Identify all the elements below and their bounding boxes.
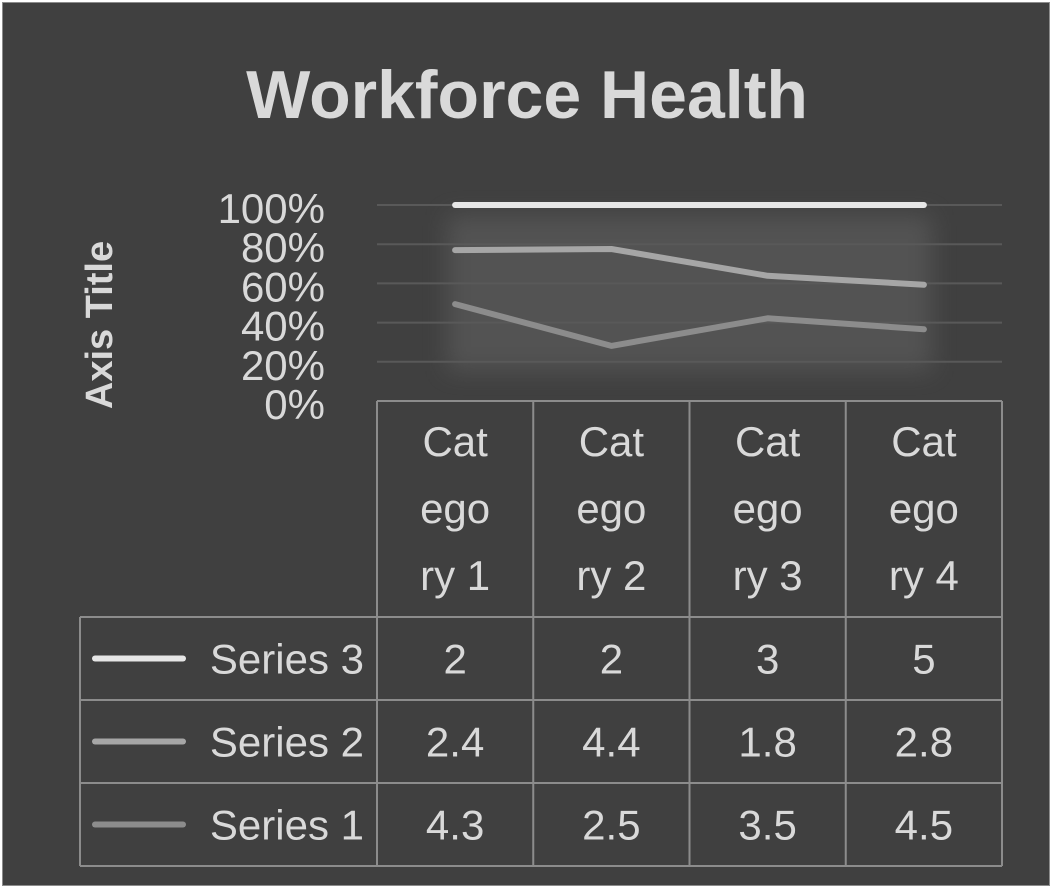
chart-text: Workforce Health Axis Title 0%20%40%60%80%…: [79, 57, 808, 428]
y-tick-label: 60%: [241, 263, 325, 310]
category-label: ego: [420, 485, 490, 532]
data-value-label: 2: [443, 636, 466, 683]
y-tick-label: 20%: [241, 342, 325, 389]
data-value-label: 2.4: [426, 719, 484, 766]
series-line-series-1: [452, 301, 927, 349]
y-tick-label: 0%: [264, 381, 325, 428]
category-label: ry 4: [889, 552, 959, 599]
series-name-label: Series 1: [210, 802, 364, 849]
plot-area-glow: [447, 215, 932, 371]
category-label: Cat: [579, 418, 645, 465]
series-name-label: Series 3: [210, 636, 364, 683]
y-tick-label: 40%: [241, 303, 325, 350]
category-label: ry 2: [576, 552, 646, 599]
data-value-label: 2.5: [582, 802, 640, 849]
category-label: Cat: [422, 418, 488, 465]
series-line-series-2: [452, 246, 927, 288]
data-table: Cat ego ry 1 Cat ego ry 2 Cat ego ry 3 Cat ego ry 4…: [79, 400, 1003, 867]
chart-svg: Cat ego ry 1 Cat ego ry 2 Cat ego ry 3 Cat ego ry 4…: [79, 57, 1003, 867]
category-label: ego: [576, 485, 646, 532]
y-axis-title: Axis Title: [79, 241, 121, 409]
category-label: ry 1: [420, 552, 490, 599]
category-label: Cat: [891, 418, 957, 465]
data-value-label: 4.5: [895, 802, 953, 849]
category-label: ego: [733, 485, 803, 532]
data-value-label: 1.8: [738, 719, 796, 766]
category-label: ego: [889, 485, 959, 532]
data-value-label: 4.4: [582, 719, 640, 766]
chart-title: Workforce Health: [246, 57, 808, 133]
category-label: ry 3: [733, 552, 803, 599]
y-tick-label: 100%: [218, 185, 325, 232]
data-value-label: 5: [912, 636, 935, 683]
series-lines: [452, 202, 927, 349]
data-value-label: 4.3: [426, 802, 484, 849]
data-value-label: 3.5: [738, 802, 796, 849]
y-tick-label: 80%: [241, 224, 325, 271]
data-value-label: 2: [600, 636, 623, 683]
data-value-label: 3: [756, 636, 779, 683]
data-value-label: 2.8: [895, 719, 953, 766]
series-name-label: Series 2: [210, 719, 364, 766]
category-label: Cat: [735, 418, 801, 465]
chart-background-layer: [447, 215, 932, 371]
